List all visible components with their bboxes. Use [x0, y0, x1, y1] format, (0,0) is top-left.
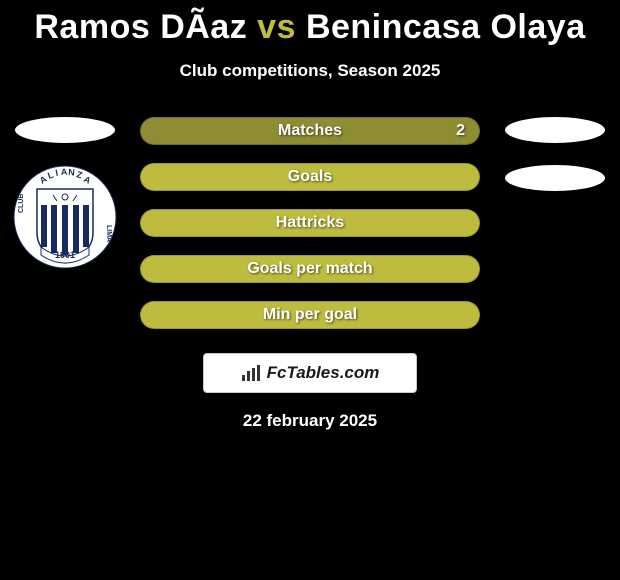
stat-bar-matches: Matches 2 [140, 117, 480, 145]
player2-club-placeholder [505, 165, 605, 191]
stat-value: 2 [456, 122, 465, 140]
brand-badge: FcTables.com [203, 353, 417, 393]
player1-name: Ramos DÃ­az [34, 8, 247, 46]
svg-text:1901: 1901 [55, 250, 75, 260]
player1-club-crest: A L I A N Z A CLUB LIMA [13, 165, 117, 269]
svg-text:CLUB: CLUB [18, 194, 25, 213]
stat-bar-goals-per-match: Goals per match [140, 255, 480, 283]
svg-text:N: N [68, 167, 75, 178]
player2-name: Benincasa Olaya [306, 8, 586, 46]
comparison-card: Ramos DÃ­az vs Benincasa Olaya Club comp… [0, 0, 620, 431]
vs-separator: vs [257, 8, 296, 46]
page-title: Ramos DÃ­az vs Benincasa Olaya [0, 8, 620, 47]
left-player-column: A L I A N Z A CLUB LIMA [10, 117, 120, 269]
player1-avatar-placeholder [15, 117, 115, 143]
main-row: A L I A N Z A CLUB LIMA [0, 117, 620, 329]
stat-bar-goals: Goals [140, 163, 480, 191]
stat-label: Hattricks [276, 214, 344, 232]
brand-text: FcTables.com [267, 363, 380, 383]
svg-text:LIMA: LIMA [105, 225, 112, 242]
footer-date: 22 february 2025 [0, 411, 620, 431]
stat-bar-hattricks: Hattricks [140, 209, 480, 237]
stat-bars: Matches 2 Goals Hattricks Goals per matc… [140, 117, 480, 329]
chart-icon [241, 364, 263, 382]
stat-label: Goals per match [247, 260, 372, 278]
stat-bar-min-per-goal: Min per goal [140, 301, 480, 329]
svg-text:A: A [61, 167, 69, 177]
right-player-column [500, 117, 610, 213]
stat-label: Min per goal [263, 306, 357, 324]
stat-label: Matches [278, 122, 342, 140]
player2-avatar-placeholder [505, 117, 605, 143]
subtitle: Club competitions, Season 2025 [0, 61, 620, 81]
stat-label: Goals [288, 168, 332, 186]
